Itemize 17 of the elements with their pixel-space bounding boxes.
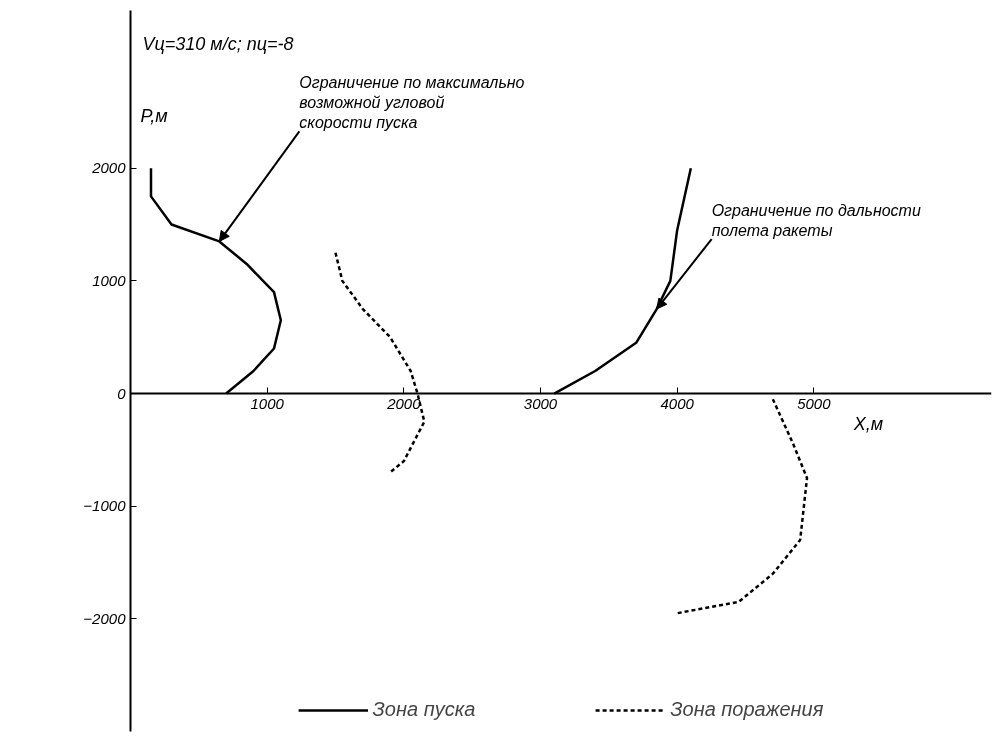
x-tick-label: 3000 [523,394,558,412]
annotation: Ограничение по максимально возможной угловой скорости пуска [299,73,525,132]
y-tick-label: 1000 [92,271,127,289]
x-axis-title: X,м [852,413,884,434]
y-tick-label: 0 [117,384,127,402]
annotation: Ограничение по дальности полета ракеты [711,201,921,240]
annotation: Vц=310 м/с; nц=-8 [142,33,294,54]
x-tick-label: 2000 [386,394,422,412]
y-tick-label: −2000 [83,609,127,627]
legend-label: Зона пуска [372,698,476,721]
y-tick-label: −1000 [83,497,127,515]
y-axis-title: P,м [140,105,168,126]
x-tick-label: 1000 [250,394,285,412]
x-tick-label: 5000 [797,394,832,412]
y-tick-label: 2000 [91,159,127,177]
x-tick-label: 4000 [660,394,695,412]
legend-label: Зона поражения [670,698,824,721]
